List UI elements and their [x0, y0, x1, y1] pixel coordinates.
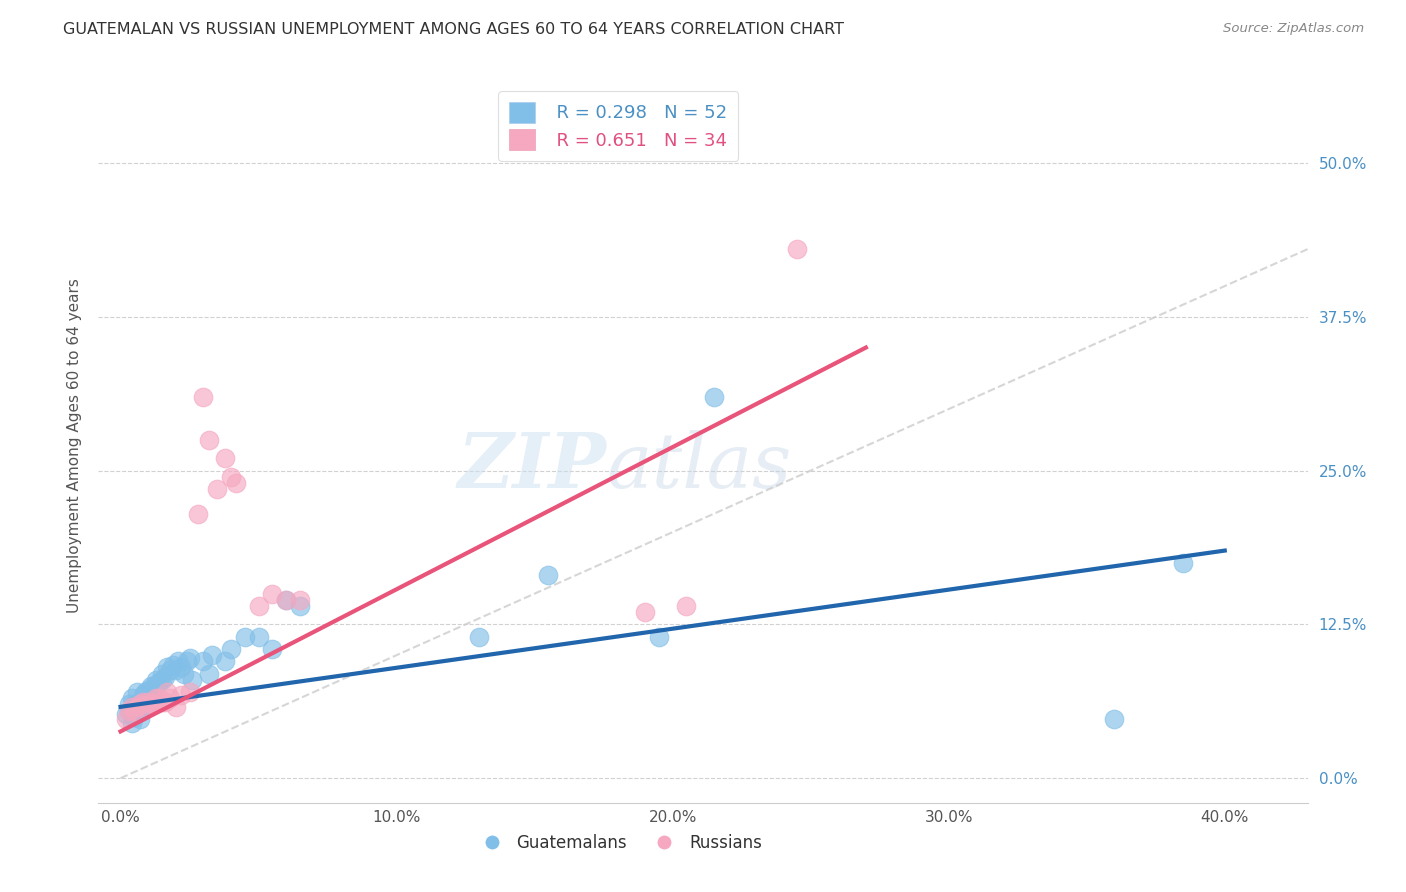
Point — [142, 691, 165, 706]
Point — [786, 242, 808, 256]
Point — [153, 695, 176, 709]
Point — [262, 642, 284, 657]
Point — [134, 699, 156, 714]
Y-axis label: Unemployment Among Ages 60 to 64 years: Unemployment Among Ages 60 to 64 years — [66, 278, 82, 614]
Point — [276, 592, 298, 607]
Point — [134, 699, 156, 714]
Point — [276, 592, 298, 607]
Point — [121, 715, 143, 730]
Text: atlas: atlas — [606, 431, 792, 504]
Point — [703, 390, 725, 404]
Point — [288, 592, 311, 607]
Point — [537, 568, 560, 582]
Text: ZIP: ZIP — [457, 431, 606, 504]
Point — [225, 475, 247, 490]
Text: GUATEMALAN VS RUSSIAN UNEMPLOYMENT AMONG AGES 60 TO 64 YEARS CORRELATION CHART: GUATEMALAN VS RUSSIAN UNEMPLOYMENT AMONG… — [63, 22, 844, 37]
Legend: Guatemalans, Russians: Guatemalans, Russians — [468, 828, 769, 859]
Point — [131, 695, 153, 709]
Point — [125, 685, 148, 699]
Point — [145, 673, 167, 687]
Point — [205, 482, 228, 496]
Point — [262, 587, 284, 601]
Point — [148, 691, 170, 706]
Point — [179, 650, 201, 665]
Point — [150, 695, 173, 709]
Point — [136, 695, 159, 709]
Point — [150, 666, 173, 681]
Text: Source: ZipAtlas.com: Source: ZipAtlas.com — [1223, 22, 1364, 36]
Point — [179, 685, 201, 699]
Point — [219, 469, 242, 483]
Point — [198, 666, 221, 681]
Point — [124, 709, 146, 723]
Point — [136, 698, 159, 712]
Point — [181, 673, 204, 687]
Point — [187, 507, 209, 521]
Point — [128, 699, 150, 714]
Point — [118, 698, 141, 712]
Point — [193, 390, 215, 404]
Point — [150, 673, 173, 687]
Point — [1173, 556, 1195, 570]
Point — [219, 642, 242, 657]
Point — [233, 630, 256, 644]
Point — [148, 675, 170, 690]
Point — [156, 660, 179, 674]
Point — [134, 685, 156, 699]
Point — [118, 704, 141, 718]
Point — [118, 704, 141, 718]
Point — [121, 691, 143, 706]
Point — [214, 451, 236, 466]
Point — [176, 654, 198, 668]
Point — [165, 663, 187, 677]
Point — [128, 698, 150, 712]
Point — [468, 630, 491, 644]
Point — [288, 599, 311, 613]
Point — [142, 698, 165, 712]
Point — [121, 699, 143, 714]
Point — [145, 691, 167, 706]
Point — [193, 654, 215, 668]
Point — [201, 648, 224, 662]
Point — [247, 630, 270, 644]
Point — [131, 698, 153, 712]
Point — [648, 630, 671, 644]
Point — [165, 699, 187, 714]
Point — [136, 682, 159, 697]
Point — [139, 679, 162, 693]
Point — [159, 691, 181, 706]
Point — [159, 663, 181, 677]
Point — [214, 654, 236, 668]
Point — [131, 688, 153, 702]
Point — [124, 698, 146, 712]
Point — [124, 704, 146, 718]
Point — [115, 707, 138, 722]
Point — [675, 599, 697, 613]
Point — [634, 605, 657, 619]
Point — [139, 691, 162, 706]
Point — [142, 679, 165, 693]
Point — [167, 654, 190, 668]
Point — [170, 660, 193, 674]
Point — [162, 658, 184, 673]
Point — [156, 685, 179, 699]
Point — [1104, 712, 1126, 726]
Point — [153, 670, 176, 684]
Point — [170, 688, 193, 702]
Point — [125, 704, 148, 718]
Point — [128, 712, 150, 726]
Point — [173, 666, 195, 681]
Point — [139, 698, 162, 712]
Point — [125, 699, 148, 714]
Point — [115, 712, 138, 726]
Point — [198, 433, 221, 447]
Point — [247, 599, 270, 613]
